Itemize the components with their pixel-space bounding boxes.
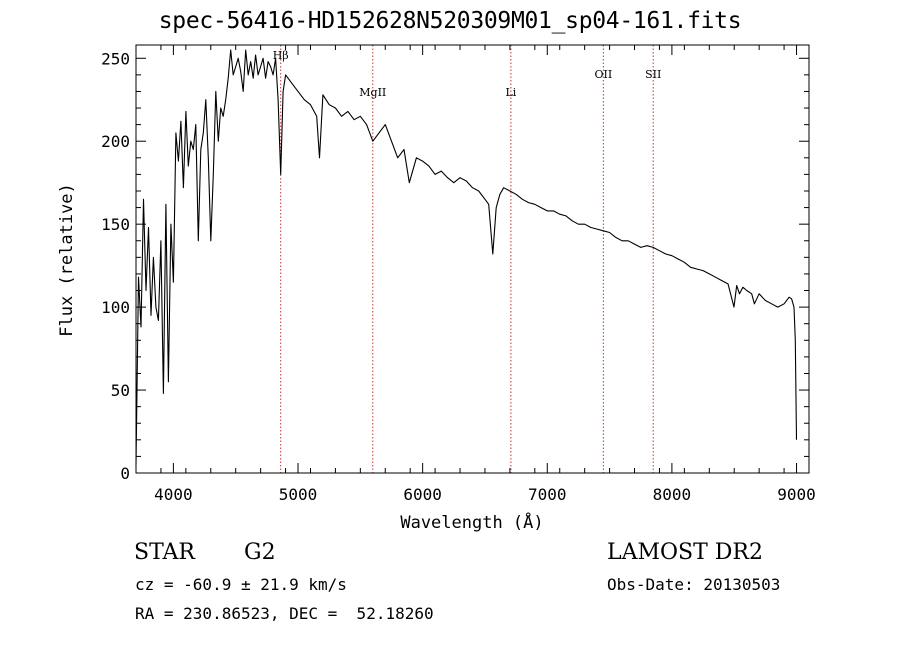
x-tick-label: 8000 xyxy=(653,485,692,504)
y-tick-label: 250 xyxy=(101,49,130,68)
x-tick-label: 6000 xyxy=(403,485,442,504)
page-title: spec-56416-HD152628N520309M01_sp04-161.f… xyxy=(158,8,742,34)
y-tick-label: 0 xyxy=(120,464,130,483)
x-tick-label: 5000 xyxy=(279,485,318,504)
spectral-line-label: Li xyxy=(505,86,516,99)
y-tick-label: 150 xyxy=(101,215,130,234)
spectral-line-label: MgII xyxy=(359,86,386,99)
survey-name: LAMOST DR2 xyxy=(607,540,763,565)
x-tick-label: 9000 xyxy=(777,485,816,504)
y-tick-label: 200 xyxy=(101,132,130,151)
spectrum-line xyxy=(135,49,798,465)
spectral-line-label: OII xyxy=(595,68,613,81)
ra-dec: RA = 230.86523, DEC = 52.18260 xyxy=(135,604,434,623)
x-tick-label: 7000 xyxy=(528,485,567,504)
y-tick-label: 50 xyxy=(111,381,130,400)
x-tick-label: 4000 xyxy=(154,485,193,504)
object-class: STAR xyxy=(134,540,195,565)
redshift-cz: cz = -60.9 ± 21.9 km/s xyxy=(135,575,347,594)
object-subclass: G2 xyxy=(244,540,276,565)
y-axis-label: Flux (relative) xyxy=(57,183,77,337)
observation-date: Obs-Date: 20130503 xyxy=(607,575,781,594)
x-axis-label: Wavelength (Å) xyxy=(400,511,543,533)
spectral-line-label: Hβ xyxy=(273,49,289,62)
plot-frame xyxy=(135,44,810,474)
spectral-line-label: SII xyxy=(645,68,661,81)
y-tick-label: 100 xyxy=(101,298,130,317)
